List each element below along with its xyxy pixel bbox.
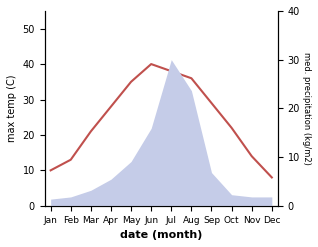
Y-axis label: max temp (C): max temp (C)	[7, 75, 17, 142]
X-axis label: date (month): date (month)	[120, 230, 203, 240]
Y-axis label: med. precipitation (kg/m2): med. precipitation (kg/m2)	[302, 52, 311, 165]
